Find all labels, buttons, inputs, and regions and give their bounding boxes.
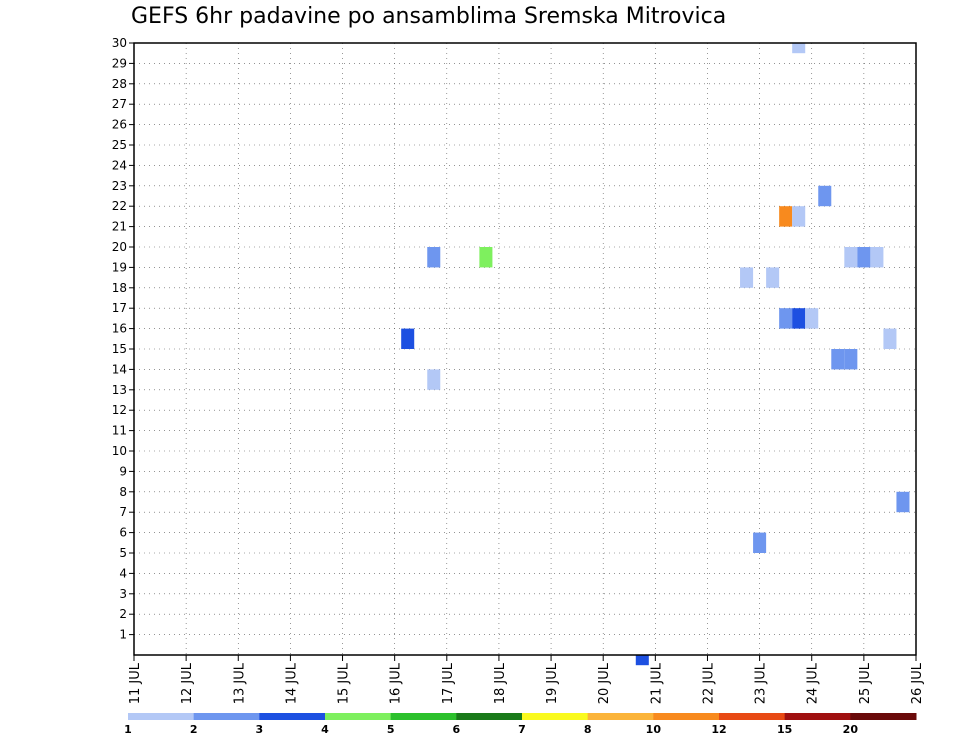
x-tick-label: 21 JUL xyxy=(649,662,664,704)
precip-cell xyxy=(844,349,858,370)
y-tick-label: 25 xyxy=(112,138,127,152)
y-axis: 1234567891011121314151617181920212223242… xyxy=(112,36,134,642)
precip-cell xyxy=(427,369,441,390)
colorbar-segment xyxy=(325,713,392,720)
precip-cell xyxy=(779,206,793,227)
x-tick-label: 15 JUL xyxy=(337,662,352,704)
x-axis: 11 JUL 12 JUL 13 JUL 14 JUL 15 JUL 16 JUL 17 J… xyxy=(128,655,925,704)
precip-cell xyxy=(779,308,793,329)
y-tick-label: 5 xyxy=(119,546,127,560)
colorbar-label: 8 xyxy=(584,723,592,736)
y-tick-label: 10 xyxy=(112,444,127,458)
y-tick-label: 29 xyxy=(112,56,127,70)
precip-cell xyxy=(766,267,780,288)
precip-cell xyxy=(792,43,806,54)
y-tick-label: 16 xyxy=(112,322,127,336)
y-tick-label: 30 xyxy=(112,36,127,50)
y-tick-label: 7 xyxy=(119,505,127,519)
precip-cell xyxy=(805,308,819,329)
colorbar-segment xyxy=(850,713,917,720)
x-tick-label: 26 JUL xyxy=(910,662,925,704)
y-tick-label: 21 xyxy=(112,220,127,234)
y-tick-label: 17 xyxy=(112,301,127,315)
precip-cell xyxy=(818,185,832,207)
y-tick-label: 13 xyxy=(112,383,127,397)
x-tick-label: 20 JUL xyxy=(597,662,612,704)
y-tick-label: 22 xyxy=(112,199,127,213)
y-tick-label: 8 xyxy=(119,485,127,499)
precip-cell xyxy=(870,247,884,268)
precip-cell xyxy=(792,206,806,227)
colorbar-segment xyxy=(128,713,195,720)
y-tick-label: 26 xyxy=(112,118,127,132)
colorbar-label: 5 xyxy=(387,723,395,736)
precip-cell xyxy=(740,267,754,288)
colorbar-label: 2 xyxy=(190,723,198,736)
colorbar-segment xyxy=(587,713,654,720)
colorbar-segment xyxy=(390,713,457,720)
colorbar-label: 7 xyxy=(518,723,526,736)
x-tick-label: 23 JUL xyxy=(754,662,769,704)
colorbar-segment xyxy=(784,713,851,720)
precip-cell xyxy=(857,247,871,268)
chart-title: GEFS 6hr padavine po ansamblima Sremska … xyxy=(131,4,727,29)
precip-cell xyxy=(896,491,910,513)
x-tick-label: 12 JUL xyxy=(180,662,195,704)
y-tick-label: 18 xyxy=(112,281,127,295)
y-tick-label: 12 xyxy=(112,403,127,417)
precip-cell xyxy=(635,655,649,666)
precip-cell xyxy=(792,308,806,329)
y-tick-label: 15 xyxy=(112,342,127,356)
y-tick-label: 4 xyxy=(119,566,127,580)
x-tick-label: 18 JUL xyxy=(493,662,508,704)
x-tick-label: 16 JUL xyxy=(389,662,404,704)
y-tick-label: 3 xyxy=(119,587,127,601)
colorbar-segment xyxy=(259,713,326,720)
colorbar-label: 10 xyxy=(646,723,662,736)
precip-cell xyxy=(831,349,845,370)
colorbar-label: 1 xyxy=(124,723,132,736)
colorbar-label: 15 xyxy=(777,723,792,736)
y-tick-label: 28 xyxy=(112,77,127,91)
x-tick-label: 14 JUL xyxy=(284,662,299,704)
precip-cell xyxy=(479,247,493,268)
y-tick-label: 27 xyxy=(112,97,127,111)
colorbar-segment xyxy=(456,713,523,720)
x-tick-label: 19 JUL xyxy=(545,662,560,704)
precip-cell xyxy=(844,247,858,268)
colorbar: 1 2 3 4 5 6 7 8 10 12 15 20 xyxy=(124,713,917,736)
precip-cell xyxy=(883,328,897,349)
colorbar-label: 6 xyxy=(453,723,461,736)
grid-lines xyxy=(134,42,916,655)
y-tick-label: 1 xyxy=(119,628,127,642)
colorbar-label: 12 xyxy=(711,723,726,736)
y-tick-label: 24 xyxy=(112,158,127,172)
x-tick-label: 13 JUL xyxy=(232,662,247,704)
y-tick-label: 11 xyxy=(112,424,127,438)
colorbar-segment xyxy=(193,713,260,720)
y-tick-label: 19 xyxy=(112,260,127,274)
colorbar-label: 3 xyxy=(256,723,264,736)
data-cells xyxy=(401,43,910,666)
precip-cell xyxy=(427,247,441,268)
precip-cell xyxy=(401,328,415,349)
y-tick-label: 14 xyxy=(112,362,127,376)
x-tick-label: 17 JUL xyxy=(441,662,456,704)
y-tick-label: 6 xyxy=(119,526,127,540)
x-tick-label: 22 JUL xyxy=(701,662,716,704)
x-tick-label: 24 JUL xyxy=(806,662,821,704)
colorbar-segment xyxy=(653,713,720,720)
y-tick-label: 20 xyxy=(112,240,127,254)
colorbar-label: 20 xyxy=(843,723,859,736)
colorbar-segment xyxy=(522,713,589,720)
x-tick-label: 25 JUL xyxy=(858,662,873,704)
precip-cell xyxy=(753,532,767,553)
y-tick-label: 23 xyxy=(112,179,127,193)
y-tick-label: 9 xyxy=(119,464,127,478)
y-tick-label: 2 xyxy=(119,607,127,621)
colorbar-segment xyxy=(719,713,786,720)
colorbar-label: 4 xyxy=(321,723,329,736)
x-tick-label: 11 JUL xyxy=(128,662,143,704)
